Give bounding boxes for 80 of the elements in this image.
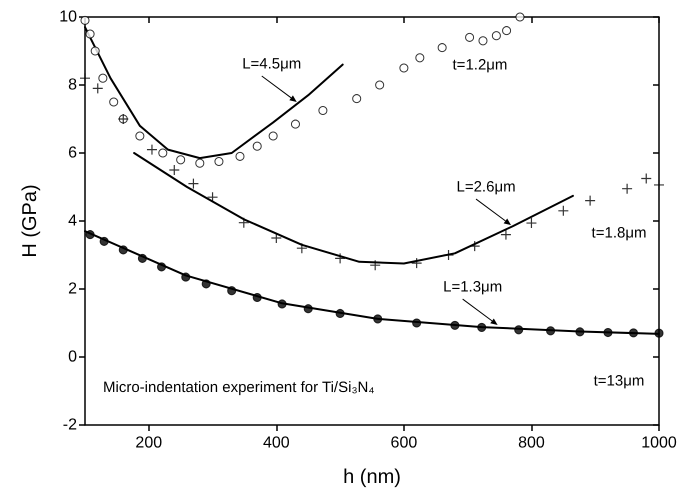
- point: [492, 31, 501, 40]
- point: [546, 326, 556, 336]
- point: [477, 322, 486, 332]
- point: [235, 152, 244, 161]
- point: [195, 158, 204, 168]
- point: [169, 165, 180, 175]
- point: [214, 157, 224, 166]
- annotation: Micro-indentation experiment for Ti/Si₃N₄: [103, 379, 375, 396]
- point: [438, 43, 447, 52]
- y-tick-label: 8: [68, 76, 78, 94]
- y-tick-label: 4: [68, 212, 78, 230]
- point: [252, 142, 262, 151]
- x-axis-title: h (nm): [343, 466, 401, 488]
- point: [622, 184, 632, 194]
- point: [399, 64, 408, 72]
- point: [100, 236, 109, 246]
- point: [370, 260, 380, 270]
- point: [86, 30, 95, 38]
- point: [80, 73, 90, 84]
- point: [238, 218, 249, 228]
- point: [336, 308, 345, 318]
- point: [603, 328, 612, 338]
- point: [109, 98, 118, 106]
- legend-label: t=1.8μm: [592, 224, 646, 242]
- point: [278, 299, 287, 308]
- point: [227, 286, 236, 296]
- point: [202, 279, 211, 288]
- point: [181, 272, 190, 282]
- point: [252, 293, 262, 302]
- point: [373, 314, 382, 324]
- point: [296, 243, 307, 254]
- point: [654, 328, 664, 338]
- point: [412, 318, 422, 328]
- point: [86, 230, 95, 240]
- point: [375, 80, 384, 90]
- point: [92, 83, 103, 94]
- x-tick-label: 200: [135, 434, 162, 452]
- point: [450, 320, 460, 330]
- point: [352, 94, 362, 104]
- point: [157, 262, 166, 272]
- point: [558, 206, 568, 216]
- point: [98, 74, 108, 83]
- annotation: L=2.6μm: [456, 178, 516, 196]
- point: [641, 174, 652, 184]
- point: [628, 328, 638, 338]
- point: [208, 192, 218, 202]
- point: [575, 327, 584, 336]
- point: [290, 120, 300, 129]
- point: [514, 325, 524, 334]
- y-tick-label: -2: [62, 416, 78, 434]
- point: [304, 304, 313, 314]
- x-tick-label: 600: [390, 434, 418, 452]
- x-tick-label: 400: [262, 434, 290, 452]
- point: [412, 258, 422, 268]
- point: [415, 53, 424, 62]
- y-axis-title: H (GPa): [19, 184, 41, 258]
- point: [135, 132, 144, 140]
- point: [268, 132, 278, 140]
- point: [465, 32, 474, 42]
- y-tick-label: 6: [68, 144, 78, 162]
- point: [90, 46, 100, 56]
- point: [158, 148, 168, 158]
- x-tick-label: 800: [518, 434, 545, 452]
- point: [118, 245, 128, 254]
- point: [271, 233, 282, 243]
- point: [176, 155, 186, 164]
- point: [515, 12, 524, 22]
- point: [138, 254, 147, 263]
- y-tick-label: 0: [68, 348, 78, 366]
- x-tick-label: 1000: [641, 434, 677, 452]
- point: [470, 241, 480, 252]
- annotation: L=4.5μm: [242, 56, 302, 72]
- point: [502, 26, 512, 36]
- y-tick-label: 2: [68, 280, 78, 298]
- y-tick-label: 10: [59, 8, 78, 26]
- point: [318, 106, 328, 115]
- annotation: L=1.3μm: [443, 278, 502, 296]
- series-label: t=1.2μm: [452, 56, 508, 74]
- legend-label: t=13μm: [594, 372, 644, 390]
- point: [478, 36, 488, 46]
